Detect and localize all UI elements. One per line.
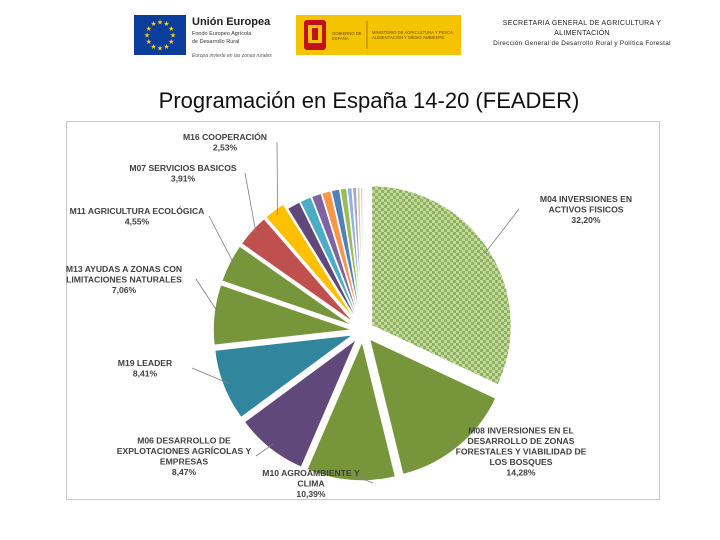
leader-line — [350, 474, 374, 484]
eu-star-icon: ★ — [150, 20, 156, 28]
org-line-1: SECRETARIA GENERAL DE AGRICULTURA Y ALIM… — [502, 20, 662, 37]
pie-slice — [212, 283, 354, 347]
pie-slice — [305, 338, 397, 482]
eu-star-icon: ★ — [168, 38, 174, 46]
pie-slice — [213, 333, 357, 419]
eu-logo-motto: Europa invierte en las zonas rurales — [192, 53, 272, 59]
slice-value-label: 32,20% — [571, 215, 601, 225]
slice-value-label: 3,91% — [171, 174, 196, 184]
pie-slice — [243, 336, 359, 469]
eu-star-icon: ★ — [146, 25, 152, 33]
eu-star-icon: ★ — [157, 19, 163, 27]
eu-star-icon: ★ — [150, 43, 156, 51]
leader-line — [191, 367, 230, 384]
eu-star-icon: ★ — [157, 45, 163, 53]
eu-logo-line1: Fondo Europeo Agrícola — [192, 31, 252, 37]
eu-star-icon: ★ — [168, 25, 174, 33]
gov-logo-text: GOBIERNO DE ESPAÑA — [332, 31, 362, 41]
pie-slice — [264, 202, 358, 324]
eu-star-icon: ★ — [146, 38, 152, 46]
eu-star-icon: ★ — [163, 20, 169, 28]
slice-label: M19 LEADER 8,41% — [118, 358, 173, 379]
slice-label: M11 AGRICULTURA ECOLÓGICA 4,55% — [70, 205, 205, 227]
pie-slice — [220, 244, 355, 328]
eu-feader-logo: ★ ★ ★ ★ ★ ★ ★ ★ ★ ★ ★ ★ Unión Europea Fondo Europeo… — [134, 15, 279, 60]
organization-header: SECRETARIA GENERAL DE AGRICULTURA Y ALIM… — [478, 19, 686, 49]
eu-logo-line2: de Desarrollo Rural — [192, 39, 240, 45]
pie-slice — [359, 186, 364, 328]
slice-value-label: 10,39% — [296, 489, 326, 499]
slice-label: M16 COOPERACIÓN 2,53% — [183, 131, 267, 153]
government-of-spain-logo: GOBIERNO DE ESPAÑA MINISTERIO DE AGRICUL… — [296, 15, 461, 55]
slice-value-label: 2,53% — [213, 143, 238, 153]
eu-logo-title: Unión Europea — [192, 16, 271, 28]
pie-chart: M04 INVERSIONES EN ACTIVOS FISICOS 32,20% M… — [66, 121, 660, 500]
leader-line — [195, 278, 221, 316]
slice-label: M13 AYUDAS A ZONAS CON LIMITACIONES NATUR… — [66, 264, 182, 295]
slice-label: M06 DESARROLLO DE EXPLOTACIONES AGRÍCOLAS… — [117, 436, 252, 478]
slice-label: M10 AGROAMBIENTE Y CLIMA 10,39% — [262, 468, 360, 499]
slice-value-label: 8,41% — [133, 369, 158, 379]
eu-star-icon: ★ — [144, 32, 150, 40]
slice-label: M07 SERVICIOS BASICOS 3,91% — [129, 163, 237, 184]
slice-label: M04 INVERSIONES EN ACTIVOS FISICOS 32,20% — [540, 194, 632, 225]
org-line-2: Dirección General de Desarrollo Rural y … — [493, 40, 671, 47]
slice-value-label: 14,28% — [506, 467, 536, 477]
leader-line — [484, 208, 520, 254]
eu-star-icon: ★ — [170, 32, 176, 40]
pie-slice — [370, 184, 513, 387]
pie-slice — [240, 217, 357, 325]
leader-line — [276, 141, 279, 216]
pie-slice — [368, 337, 498, 476]
eu-flag-icon: ★ ★ ★ ★ ★ ★ ★ ★ ★ ★ ★ ★ — [134, 15, 186, 55]
leader-line — [446, 442, 455, 452]
slice-value-label: 4,55% — [125, 217, 150, 227]
slice-value-label: 7,06% — [112, 285, 137, 295]
eu-star-icon: ★ — [163, 43, 169, 51]
leader-line — [208, 215, 236, 266]
page-title: Programación en España 14-20 (FEADER) — [158, 88, 580, 113]
slice-value-label: 8,47% — [172, 467, 197, 477]
slice-label: M08 INVERSIONES EN EL DESARROLLO DE ZONAS… — [456, 425, 587, 477]
leader-line — [244, 172, 257, 235]
leader-line — [255, 443, 274, 457]
ministry-logo-text: MINISTERIO DE AGRICULTURA Y PESCA, ALIME… — [372, 30, 455, 40]
